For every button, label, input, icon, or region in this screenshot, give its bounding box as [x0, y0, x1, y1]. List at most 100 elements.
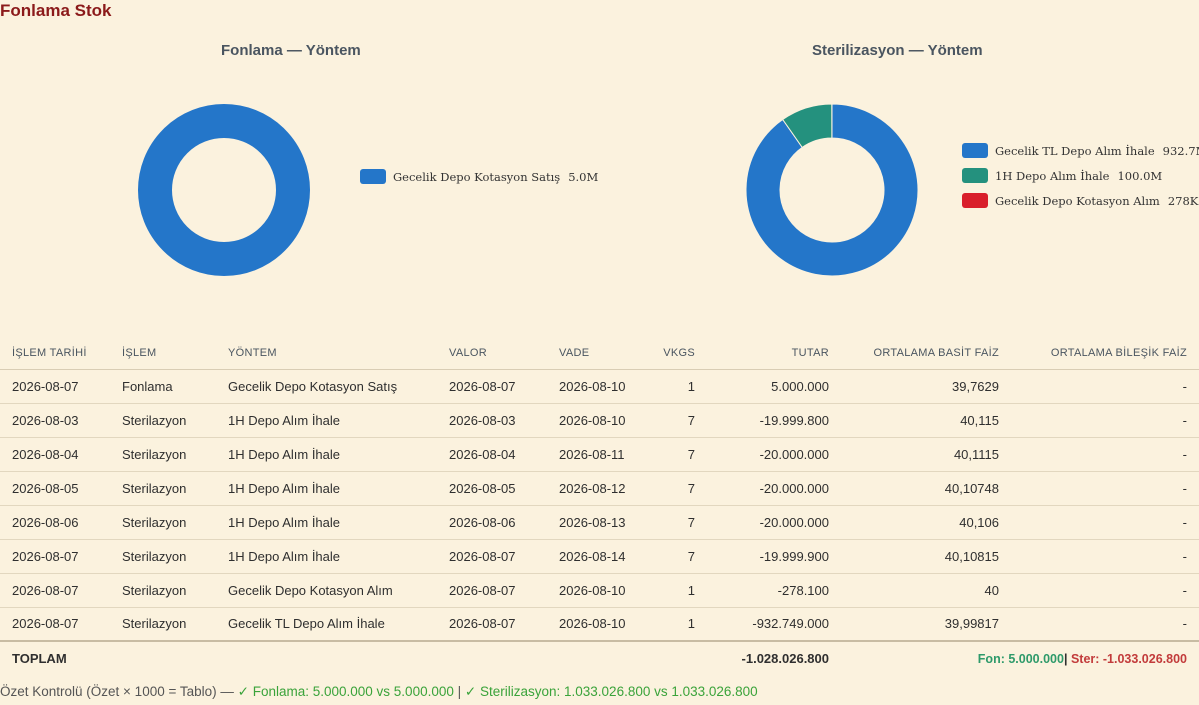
cell-valor: 2026-08-06	[437, 505, 547, 540]
cell-basit-faiz: 40	[841, 573, 1011, 608]
header-vade: VADE	[547, 337, 641, 370]
legend-label: Gecelik Depo Kotasyon Satış	[393, 169, 561, 184]
cell-yontem: 1H Depo Alım İhale	[216, 403, 437, 438]
legend-value: 932.7M	[1162, 143, 1199, 158]
cell-islem: Fonlama	[110, 369, 216, 404]
sterilizasyon-chart-title: Sterilizasyon — Yöntem	[812, 42, 983, 59]
table-row: 2026-08-07 Sterilazyon 1H Depo Alım İhale 2…	[0, 539, 1199, 574]
cell-valor: 2026-08-05	[437, 471, 547, 506]
cell-vkgs: 1	[641, 607, 707, 642]
cell-valor: 2026-08-04	[437, 437, 547, 472]
cell-yontem: 1H Depo Alım İhale	[216, 471, 437, 506]
cell-tutar: -278.100	[707, 573, 841, 608]
cell-bilesik-faiz: -	[1011, 437, 1199, 472]
cell-basit-faiz: 40,1115	[841, 437, 1011, 472]
cell-islem: Sterilazyon	[110, 437, 216, 472]
cell-bilesik-faiz: -	[1011, 505, 1199, 540]
cell-vkgs: 7	[641, 471, 707, 506]
cell-vade: 2026-08-12	[547, 471, 641, 506]
cell-islem-tarihi: 2026-08-07	[0, 369, 110, 404]
fonlama-legend: Gecelik Depo Kotasyon Satış 5.0M	[360, 164, 598, 189]
cell-islem: Sterilazyon	[110, 539, 216, 574]
cell-vade: 2026-08-14	[547, 539, 641, 574]
cell-valor: 2026-08-07	[437, 539, 547, 574]
cell-islem-tarihi: 2026-08-03	[0, 403, 110, 438]
cell-basit-faiz: 39,99817	[841, 607, 1011, 642]
cell-vkgs: 7	[641, 403, 707, 438]
total-separator: |	[1063, 651, 1068, 666]
cell-islem: Sterilazyon	[110, 607, 216, 642]
header-tutar: TUTAR	[707, 337, 841, 370]
cell-bilesik-faiz: -	[1011, 573, 1199, 608]
cell-tutar: -932.749.000	[707, 607, 841, 642]
cell-islem-tarihi: 2026-08-06	[0, 505, 110, 540]
table-header-row: İŞLEM TARİHİ İŞLEM YÖNTEM VALOR VADE VKG…	[0, 337, 1199, 370]
cell-islem-tarihi: 2026-08-07	[0, 573, 110, 608]
summary-check-separator: |	[457, 684, 462, 699]
cell-tutar: -20.000.000	[707, 471, 841, 506]
cell-vade: 2026-08-10	[547, 607, 641, 642]
fonlama-donut	[138, 104, 310, 276]
page-title: Fonlama Stok	[0, 1, 112, 20]
sterilizasyon-donut	[745, 103, 919, 277]
cell-bilesik-faiz: -	[1011, 369, 1199, 404]
header-vkgs: VKGS	[641, 337, 707, 370]
cell-vade: 2026-08-11	[547, 437, 641, 472]
cell-valor: 2026-08-07	[437, 607, 547, 642]
cell-yontem: 1H Depo Alım İhale	[216, 505, 437, 540]
cell-yontem: Gecelik Depo Kotasyon Satış	[216, 369, 437, 404]
header-islem: İŞLEM	[110, 337, 216, 370]
cell-basit-faiz: 40,10815	[841, 539, 1011, 574]
cell-islem: Sterilazyon	[110, 471, 216, 506]
fonlama-donut-chart	[138, 103, 919, 277]
cell-islem: Sterilazyon	[110, 505, 216, 540]
table-row: 2026-08-04 Sterilazyon 1H Depo Alım İhale 2…	[0, 437, 1199, 472]
cell-valor: 2026-08-03	[437, 403, 547, 438]
legend-item: Gecelik Depo Kotasyon Alım 278K	[962, 188, 1199, 213]
table-row: 2026-08-06 Sterilazyon 1H Depo Alım İhale 2…	[0, 505, 1199, 540]
cell-islem-tarihi: 2026-08-07	[0, 539, 110, 574]
table-row: 2026-08-07 Fonlama Gecelik Depo Kotasyon S…	[0, 369, 1199, 404]
cell-vkgs: 1	[641, 573, 707, 608]
cell-tutar: -20.000.000	[707, 437, 841, 472]
cell-basit-faiz: 40,10748	[841, 471, 1011, 506]
cell-vkgs: 1	[641, 369, 707, 404]
cell-basit-faiz: 39,7629	[841, 369, 1011, 404]
donut-slice	[138, 104, 310, 276]
cell-tutar: -19.999.900	[707, 539, 841, 574]
sterilizasyon-legend: Gecelik TL Depo Alım İhale 932.7M 1H Depo …	[962, 138, 1199, 213]
summary-check-prefix: Özet Kontrolü (Özet × 1000 = Tablo) —	[0, 684, 234, 699]
legend-swatch	[962, 193, 988, 208]
cell-yontem: Gecelik TL Depo Alım İhale	[216, 607, 437, 642]
legend-swatch	[962, 168, 988, 183]
legend-item: Gecelik TL Depo Alım İhale 932.7M	[962, 138, 1199, 163]
total-fon: Fon: 5.000.000	[977, 651, 1064, 666]
cell-vade: 2026-08-10	[547, 403, 641, 438]
cell-vade: 2026-08-10	[547, 573, 641, 608]
cell-vkgs: 7	[641, 505, 707, 540]
fonlama-chart-title: Fonlama — Yöntem	[221, 42, 361, 59]
cell-vade: 2026-08-13	[547, 505, 641, 540]
header-basit-faiz: ORTALAMA BASİT FAİZ	[841, 337, 1011, 370]
legend-item: Gecelik Depo Kotasyon Satış 5.0M	[360, 164, 598, 189]
cell-valor: 2026-08-07	[437, 369, 547, 404]
cell-islem-tarihi: 2026-08-07	[0, 607, 110, 642]
header-bilesik-faiz: ORTALAMA BİLEŞİK FAİZ	[1011, 337, 1199, 370]
cell-tutar: 5.000.000	[707, 369, 841, 404]
cell-valor: 2026-08-07	[437, 573, 547, 608]
donut-slice	[745, 103, 919, 277]
cell-vkgs: 7	[641, 437, 707, 472]
cell-yontem: 1H Depo Alım İhale	[216, 437, 437, 472]
cell-islem: Sterilazyon	[110, 573, 216, 608]
legend-value: 278K	[1167, 193, 1199, 208]
table-row: 2026-08-05 Sterilazyon 1H Depo Alım İhale 2…	[0, 471, 1199, 506]
total-ster: Ster: -1.033.026.800	[1070, 651, 1187, 666]
cell-tutar: -19.999.800	[707, 403, 841, 438]
legend-swatch	[360, 169, 386, 184]
legend-item: 1H Depo Alım İhale 100.0M	[962, 163, 1199, 188]
legend-value: 100.0M	[1117, 168, 1163, 183]
legend-label: Gecelik Depo Kotasyon Alım	[995, 193, 1160, 208]
table-row: 2026-08-07 Sterilazyon Gecelik TL Depo Alı…	[0, 607, 1199, 642]
summary-check-sterilizasyon: ✓ Sterilizasyon: 1.033.026.800 vs 1.033.…	[464, 684, 758, 699]
legend-value: 5.0M	[568, 169, 599, 184]
